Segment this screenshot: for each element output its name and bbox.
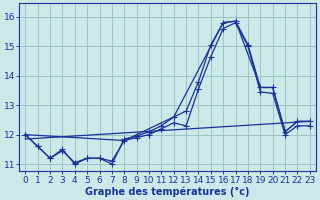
X-axis label: Graphe des températures (°c): Graphe des températures (°c) — [85, 186, 250, 197]
